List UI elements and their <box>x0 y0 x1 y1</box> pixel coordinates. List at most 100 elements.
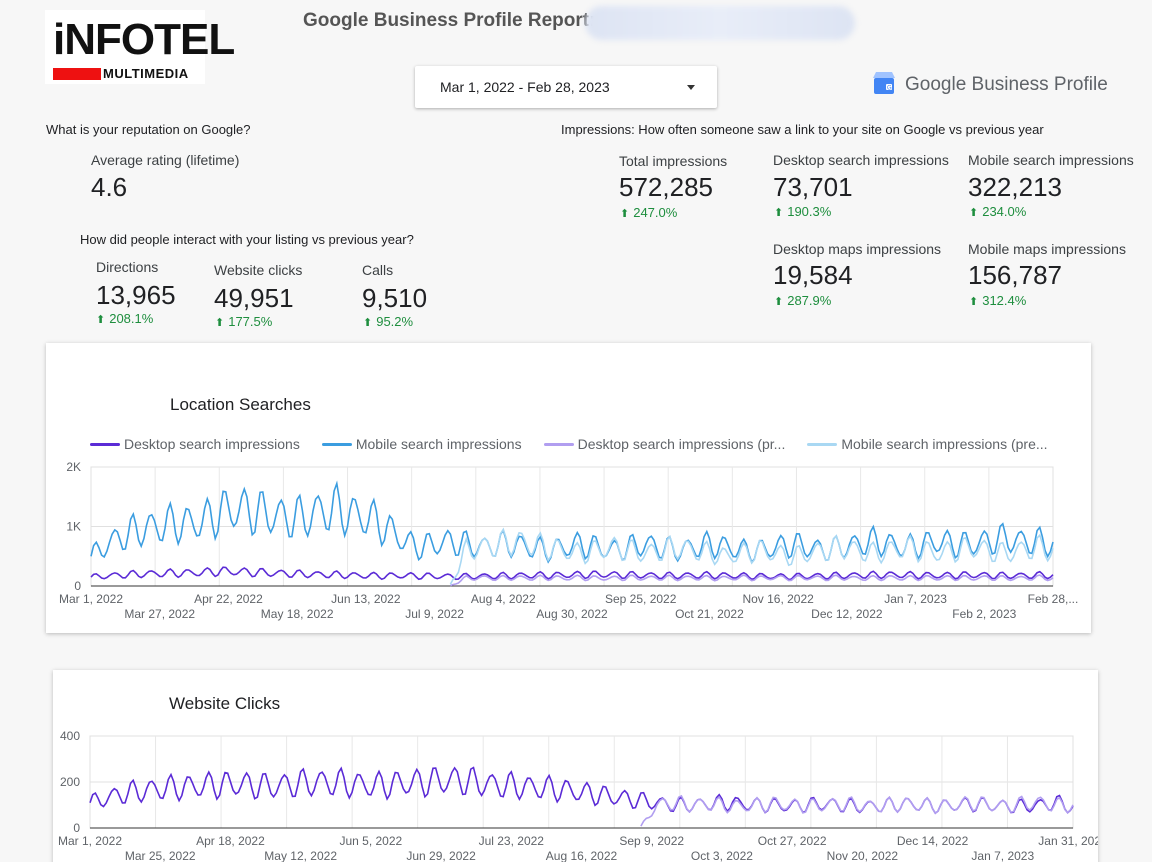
x-tick-label: Jun 5, 2022 <box>339 834 402 848</box>
x-tick-label: Jul 23, 2022 <box>479 834 545 848</box>
arrow-up-icon: ⬆ <box>774 296 784 308</box>
mobile-search-value: 322,213 <box>968 172 1062 202</box>
website-clicks-label: Website clicks <box>214 262 303 278</box>
website-clicks-title: Website Clicks <box>169 694 281 713</box>
y-tick-label: 1K <box>66 520 81 534</box>
desktop-search-label: Desktop search impressions <box>773 152 949 168</box>
series-line-2 <box>90 480 1054 564</box>
rating-label: Average rating (lifetime) <box>91 152 240 168</box>
impressions-question: Impressions: How often someone saw a lin… <box>561 122 1044 137</box>
arrow-up-icon: ⬆ <box>969 296 979 308</box>
mobile-search-label: Mobile search impressions <box>968 152 1134 168</box>
x-tick-label: Aug 4, 2022 <box>471 592 536 606</box>
x-tick-label: Apr 22, 2022 <box>194 592 263 606</box>
website-clicks-delta: ⬆ 177.5% <box>215 314 273 329</box>
x-tick-label: May 12, 2022 <box>264 849 337 862</box>
legend-item-desktop[interactable]: Desktop search impressions <box>90 436 300 452</box>
reputation-question: What is your reputation on Google? <box>46 122 251 137</box>
desktop-search-value: 73,701 <box>773 172 853 202</box>
date-range-text: Mar 1, 2022 - Feb 28, 2023 <box>440 79 610 95</box>
x-tick-label: Nov 20, 2022 <box>827 849 899 862</box>
x-tick-label: Mar 1, 2022 <box>59 592 123 606</box>
mobile-maps-label: Mobile maps impressions <box>968 241 1126 257</box>
calls-label: Calls <box>362 262 394 278</box>
x-tick-label: Jun 29, 2022 <box>406 849 476 862</box>
desktop-maps-value: 19,584 <box>773 260 853 290</box>
location-searches-chart[interactable]: 0 1K 2K Mar 1, 2022 Apr 22, 2022 Jun 13, 2022… <box>46 455 1091 630</box>
arrow-up-icon: ⬆ <box>620 208 630 220</box>
arrow-up-icon: ⬆ <box>215 317 225 329</box>
x-tick-label: Dec 12, 2022 <box>811 607 883 621</box>
location-searches-legend: Desktop search impressions Mobile search… <box>90 436 1048 452</box>
logo-bar <box>53 68 101 80</box>
website-clicks-chart[interactable]: 0 200 400 Mar 1, 2022 Apr 18, 2022 Jun 5, 202… <box>53 726 1098 862</box>
x-tick-label: Mar 25, 2022 <box>125 849 196 862</box>
arrow-up-icon: ⬆ <box>969 207 979 219</box>
y-tick-label: 200 <box>60 775 80 789</box>
x-tick-label: Jan 7, 2023 <box>971 849 1034 862</box>
caret-down-icon[interactable] <box>687 85 695 90</box>
x-tick-label: Oct 3, 2022 <box>691 849 753 862</box>
x-tick-label: Mar 27, 2022 <box>124 607 195 621</box>
series-line-4 <box>449 527 1054 585</box>
total-impressions-delta: ⬆ 247.0% <box>620 205 678 220</box>
location-searches-title: Location Searches <box>170 395 311 414</box>
x-tick-label: Jan 31, 2023 <box>1038 834 1098 848</box>
redacted-business-name <box>585 6 855 40</box>
y-tick-label: 0 <box>74 579 81 593</box>
directions-delta: ⬆ 208.1% <box>96 311 154 326</box>
x-tick-label: Aug 16, 2022 <box>546 849 618 862</box>
logo-sub-text: MULTIMEDIA <box>103 66 189 81</box>
x-tick-label: Jun 13, 2022 <box>331 592 401 606</box>
legend-item-mobile[interactable]: Mobile search impressions <box>321 436 522 452</box>
website-clicks-value: 49,951 <box>214 283 294 313</box>
date-range-picker[interactable]: Mar 1, 2022 - Feb 28, 2023 <box>415 66 717 108</box>
svg-text:G: G <box>887 86 892 92</box>
desktop-maps-label: Desktop maps impressions <box>773 241 942 257</box>
x-tick-label: May 18, 2022 <box>261 607 334 621</box>
x-tick-label: Sep 25, 2022 <box>605 592 677 606</box>
x-tick-label: Apr 18, 2022 <box>196 834 265 848</box>
google-business-profile-icon: G <box>873 72 895 94</box>
arrow-up-icon: ⬆ <box>363 317 373 329</box>
legend-item-mobile-prev[interactable]: Mobile search impressions (pre... <box>807 436 1048 452</box>
x-tick-label: Oct 27, 2022 <box>758 834 827 848</box>
x-tick-label: Jul 9, 2022 <box>405 607 464 621</box>
infotel-logo: iNFOTEL MULTIMEDIA <box>45 10 235 84</box>
directions-label: Directions <box>96 259 159 275</box>
rating-value: 4.6 <box>91 172 128 202</box>
calls-value: 9,510 <box>362 283 428 313</box>
google-business-profile-label: Google Business Profile <box>905 74 1108 95</box>
mobile-maps-value: 156,787 <box>968 260 1062 290</box>
series-line-1 <box>89 766 1074 815</box>
x-tick-label: Sep 9, 2022 <box>619 834 684 848</box>
calls-delta: ⬆ 95.2% <box>363 314 414 329</box>
total-impressions-value: 572,285 <box>619 172 713 202</box>
total-impressions-label: Total impressions <box>619 153 728 169</box>
y-tick-label: 2K <box>66 460 81 474</box>
y-tick-label: 400 <box>60 729 80 743</box>
y-tick-label: 0 <box>73 821 80 835</box>
report-title: Google Business Profile Report: <box>303 10 596 31</box>
x-tick-label: Feb 28,... <box>1028 592 1079 606</box>
x-tick-label: Mar 1, 2022 <box>58 834 122 848</box>
desktop-search-delta: ⬆ 190.3% <box>774 204 832 219</box>
arrow-up-icon: ⬆ <box>774 207 784 219</box>
desktop-maps-delta: ⬆ 287.9% <box>774 293 832 308</box>
logo-main-text: iNFOTEL <box>53 15 235 64</box>
arrow-up-icon: ⬆ <box>96 314 106 326</box>
directions-value: 13,965 <box>96 280 176 310</box>
legend-item-desktop-prev[interactable]: Desktop search impressions (pr... <box>543 436 785 452</box>
location-searches-card: Location Searches Desktop search impress… <box>46 343 1091 633</box>
x-tick-label: Oct 21, 2022 <box>675 607 744 621</box>
x-tick-label: Jan 7, 2023 <box>884 592 947 606</box>
x-tick-label: Aug 30, 2022 <box>536 607 608 621</box>
mobile-maps-delta: ⬆ 312.4% <box>969 293 1027 308</box>
series-line-1 <box>90 566 1054 581</box>
series-line-2 <box>640 794 1074 827</box>
interactions-question: How did people interact with your listin… <box>80 232 414 247</box>
series-line-3 <box>450 574 1054 587</box>
x-tick-label: Dec 14, 2022 <box>897 834 969 848</box>
website-clicks-card: Website Clicks 0 200 400 Mar 1, 2022 Apr 18,… <box>53 670 1098 862</box>
mobile-search-delta: ⬆ 234.0% <box>969 204 1027 219</box>
